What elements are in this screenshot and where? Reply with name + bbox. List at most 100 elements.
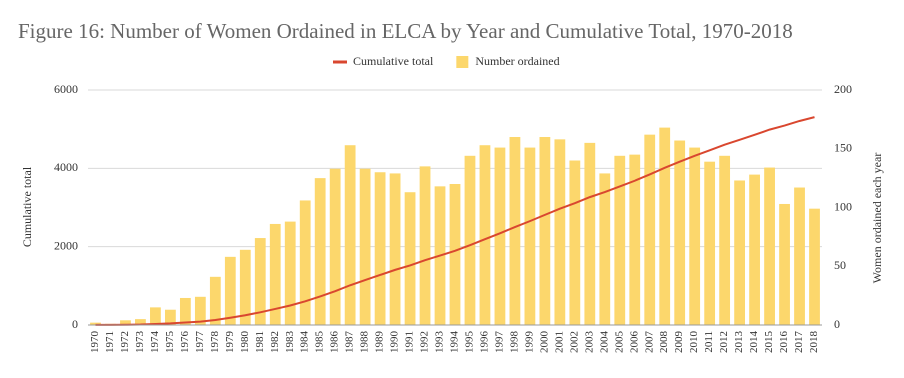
x-tick-label: 2001 <box>553 331 565 353</box>
x-tick-label: 2016 <box>778 331 790 354</box>
x-tick-label: 2000 <box>538 331 550 354</box>
chart-title: Figure 16: Number of Women Ordained in E… <box>18 19 793 43</box>
x-tick-label: 1997 <box>493 331 505 354</box>
bar <box>344 145 356 325</box>
bar <box>164 309 176 325</box>
x-tick-label: 1977 <box>194 331 206 354</box>
x-tick-label: 2014 <box>748 331 760 354</box>
legend-label: Number ordained <box>475 54 559 68</box>
x-tick-label: 1974 <box>149 331 161 354</box>
x-tick-label: 2009 <box>673 331 685 354</box>
x-tick-label: 1972 <box>119 331 131 353</box>
x-tick-label: 1989 <box>374 331 386 354</box>
x-tick-label: 2006 <box>628 331 640 354</box>
bar <box>464 155 476 325</box>
y-axis-label: Cumulative total <box>20 166 34 247</box>
x-tick-label: 1998 <box>508 331 520 354</box>
x-tick-label: 2012 <box>718 331 730 353</box>
y2-axis-label: Women ordained each year <box>870 153 884 284</box>
bar <box>404 192 416 325</box>
x-tick-label: 1996 <box>478 331 490 354</box>
bar <box>479 145 491 325</box>
y2-tick-label: 100 <box>834 199 852 213</box>
x-tick-label: 1985 <box>314 331 326 354</box>
x-tick-label: 1992 <box>419 331 431 353</box>
x-tick-label: 2010 <box>688 331 700 354</box>
bar <box>584 142 596 325</box>
x-tick-label: 2005 <box>613 331 625 354</box>
x-tick-label: 2007 <box>643 331 655 354</box>
x-tick-label: 1999 <box>523 331 535 354</box>
y-tick-label: 0 <box>72 317 78 331</box>
bar <box>150 307 161 325</box>
x-tick-label: 2002 <box>568 331 580 353</box>
legend-swatch <box>456 56 469 68</box>
bar <box>809 208 820 325</box>
x-tick-label: 1988 <box>359 331 371 354</box>
y-tick-label: 2000 <box>54 238 78 252</box>
y-tick-label: 4000 <box>54 160 78 174</box>
x-tick-label: 2008 <box>658 331 670 354</box>
x-tick-label: 1980 <box>239 331 251 354</box>
bar <box>704 161 716 325</box>
x-tick-label: 1971 <box>104 331 116 353</box>
bar <box>239 249 251 325</box>
bar <box>614 155 626 325</box>
bar <box>419 166 431 325</box>
y2-tick-label: 200 <box>834 82 852 96</box>
bar <box>599 173 611 325</box>
x-tick-label: 2013 <box>733 331 745 354</box>
bar <box>194 296 206 325</box>
x-tick-label: 2011 <box>703 331 715 353</box>
bar <box>209 276 221 325</box>
x-tick-label: 1993 <box>434 331 446 354</box>
x-tick-label: 1973 <box>134 331 146 354</box>
x-tick-label: 2004 <box>598 331 610 354</box>
bar <box>719 155 731 325</box>
x-tick-label: 1978 <box>209 331 221 354</box>
x-tick-label: 1976 <box>179 331 191 354</box>
bar <box>374 172 386 325</box>
line <box>95 116 815 326</box>
bar <box>90 322 101 325</box>
bar <box>524 147 536 325</box>
x-tick-label: 2018 <box>808 331 820 354</box>
bar <box>359 168 371 325</box>
bar <box>674 140 686 325</box>
x-tick-label: 2017 <box>793 331 805 354</box>
bar <box>179 297 191 325</box>
bar <box>629 154 641 325</box>
bar <box>779 203 790 325</box>
y-tick-label: 6000 <box>54 82 78 96</box>
x-tick-label: 1986 <box>329 331 341 354</box>
x-tick-label: 1975 <box>164 331 176 354</box>
y2-tick-label: 150 <box>834 141 852 155</box>
bar <box>569 160 581 325</box>
x-tick-label: 1970 <box>89 331 101 354</box>
x-tick-label: 1987 <box>344 331 356 354</box>
x-tick-label: 1982 <box>269 331 281 353</box>
bar <box>659 127 671 325</box>
x-tick-label: 1979 <box>224 331 236 354</box>
bar <box>329 168 341 325</box>
x-tick-label: 2003 <box>583 331 595 354</box>
bar <box>299 200 311 325</box>
bar <box>389 173 401 325</box>
bar <box>764 167 775 325</box>
bar <box>135 319 146 325</box>
legend-label: Cumulative total <box>353 54 434 68</box>
x-tick-label: 1984 <box>299 331 311 354</box>
bar <box>254 238 266 325</box>
bar <box>449 184 461 325</box>
x-tick-label: 1983 <box>284 331 296 354</box>
bar <box>554 139 566 325</box>
bar <box>734 180 746 325</box>
bar <box>509 137 521 325</box>
bar <box>224 256 236 325</box>
x-tick-label: 1995 <box>464 331 476 354</box>
bar <box>644 134 656 325</box>
x-tick-label: 1991 <box>404 331 416 353</box>
bar <box>794 187 805 325</box>
y2-tick-label: 0 <box>834 317 840 331</box>
